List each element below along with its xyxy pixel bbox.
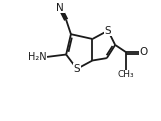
Text: CH₃: CH₃ — [118, 70, 134, 79]
Text: H₂N: H₂N — [28, 52, 47, 62]
Text: O: O — [139, 47, 147, 57]
Text: N: N — [56, 3, 64, 13]
Text: S: S — [74, 64, 80, 74]
Text: S: S — [105, 26, 111, 36]
